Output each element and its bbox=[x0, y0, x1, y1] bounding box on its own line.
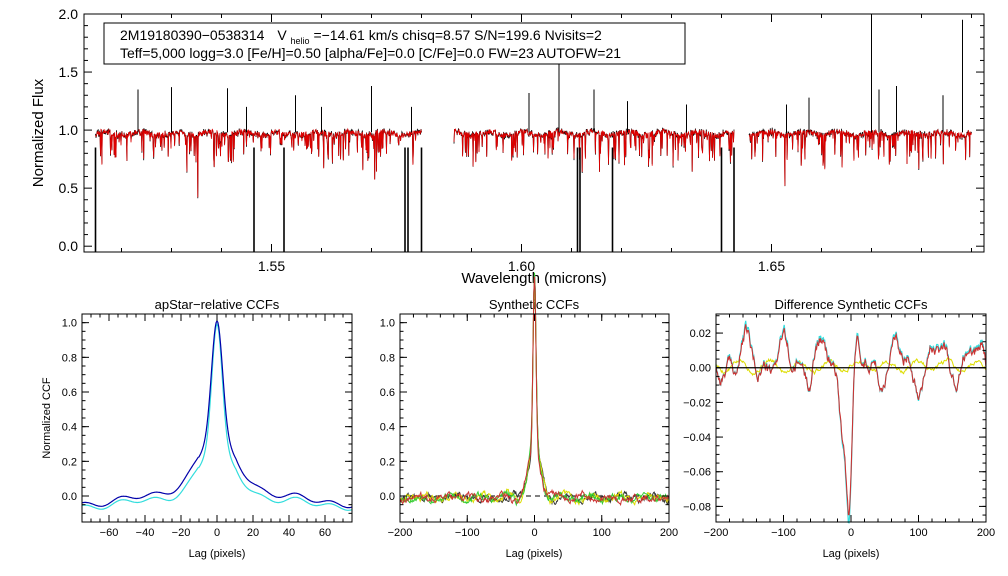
y-tick-label: 1.5 bbox=[59, 64, 79, 80]
info-line-1-values: =−14.61 km/s chisq=8.57 S/N=199.6 Nvisit… bbox=[313, 27, 602, 43]
x-tick-label: 1.55 bbox=[258, 258, 285, 274]
y-tick-label: 0.6 bbox=[62, 387, 77, 399]
y-tick-label: 1.0 bbox=[380, 318, 395, 330]
y-tick-label: 0.4 bbox=[380, 422, 395, 434]
info-line-2: Teff=5,000 logg=3.0 [Fe/H]=0.50 [alpha/F… bbox=[120, 45, 621, 61]
y-tick-label: 0.2 bbox=[62, 456, 77, 468]
y-tick-label: 0.4 bbox=[62, 422, 77, 434]
x-tick-label: 40 bbox=[283, 527, 295, 539]
x-tick-label: −100 bbox=[455, 527, 480, 539]
ccf-line-visit-1 bbox=[82, 321, 352, 508]
y-tick-label: −0.06 bbox=[683, 467, 711, 479]
apstar-ccf-plot-area bbox=[82, 321, 352, 511]
star-id: 2M19180390−0538314 bbox=[120, 27, 265, 43]
x-tick-label: 60 bbox=[319, 527, 331, 539]
y-tick-label: 0.8 bbox=[380, 352, 395, 364]
y-tick-label: 2.0 bbox=[59, 6, 79, 22]
x-tick-label: 1.65 bbox=[758, 258, 785, 274]
apstar-ccf-ylabel: Normalized CCF bbox=[41, 377, 53, 459]
x-tick-label: 0 bbox=[848, 527, 854, 539]
x-tick-label: −100 bbox=[771, 527, 796, 539]
synthetic-ccf-tick-labels: −200 −100 0 100 200 0.0 0.2 0.4 0.6 0.8 1.0 bbox=[380, 318, 678, 539]
ccf-diff-line-visit-2 bbox=[716, 321, 986, 523]
x-tick-label: −200 bbox=[388, 527, 413, 539]
x-tick-label: 0 bbox=[214, 527, 220, 539]
spectrum-synthetic-chip-2 bbox=[454, 129, 734, 172]
vhelio-symbol: V bbox=[277, 27, 287, 43]
apstar-ccf-axis-ticks bbox=[82, 314, 352, 522]
x-tick-label: 100 bbox=[909, 527, 927, 539]
x-tick-label: 20 bbox=[247, 527, 259, 539]
synthetic-ccf-panel: Synthetic CCFs −200 −100 0 100 2000.00.20.40… bbox=[380, 273, 678, 560]
x-tick-label: 0 bbox=[531, 527, 537, 539]
x-tick-label: −60 bbox=[100, 527, 119, 539]
apstar-ccf-xlabel: Lag (pixels) bbox=[189, 548, 246, 560]
x-tick-label: 200 bbox=[977, 527, 995, 539]
synthetic-ccf-axis-ticks bbox=[400, 314, 669, 522]
y-tick-label: −0.04 bbox=[683, 432, 711, 444]
difference-ccf-panel: Difference Synthetic CCFs −200 −100 0 100 20… bbox=[683, 297, 995, 560]
spectrum-synthetic-chip-1 bbox=[96, 129, 422, 197]
x-tick-label: −40 bbox=[136, 527, 155, 539]
y-tick-label: 0.0 bbox=[380, 491, 395, 503]
y-tick-label: 0.8 bbox=[62, 352, 77, 364]
x-tick-label: 200 bbox=[660, 527, 678, 539]
spectrum-observed-chip-3 bbox=[749, 128, 972, 186]
y-tick-label: 0.0 bbox=[59, 238, 79, 254]
y-tick-label: −0.02 bbox=[683, 397, 711, 409]
ccf-diff-line-visit-3 bbox=[716, 324, 986, 515]
y-tick-label: 0.02 bbox=[690, 328, 711, 340]
difference-ccf-title: Difference Synthetic CCFs bbox=[775, 297, 928, 312]
x-tick-label: 100 bbox=[593, 527, 611, 539]
y-tick-label: 0.5 bbox=[59, 180, 79, 196]
y-tick-label: 0.0 bbox=[62, 491, 77, 503]
difference-ccf-xlabel: Lag (pixels) bbox=[823, 548, 880, 560]
y-tick-label: 0.00 bbox=[690, 363, 711, 375]
synthetic-ccf-axes-frame bbox=[400, 314, 669, 522]
y-tick-label: 1.0 bbox=[59, 122, 79, 138]
y-tick-label: 0.6 bbox=[380, 387, 395, 399]
apstar-ccf-panel: apStar−relative CCFs −60 −40 −20 0 20 40 60 0.0… bbox=[41, 297, 352, 560]
x-tick-label: −20 bbox=[172, 527, 191, 539]
x-tick-label: −200 bbox=[704, 527, 729, 539]
spectrum-ylabel: Normalized Flux bbox=[30, 78, 47, 187]
ccf-line-visit-1 bbox=[400, 279, 669, 504]
synthetic-ccf-xlabel: Lag (pixels) bbox=[506, 548, 563, 560]
difference-ccf-plot-area bbox=[716, 321, 986, 523]
apstar-ccf-title: apStar−relative CCFs bbox=[155, 297, 280, 312]
y-tick-label: −0.08 bbox=[683, 501, 711, 513]
ccf-line-visit-2 bbox=[82, 324, 352, 510]
y-tick-label: 1.0 bbox=[62, 318, 77, 330]
figure: 1.55 1.60 1.650.00.51.01.52.0 Wavelength (… bbox=[0, 0, 1008, 576]
apstar-ccf-axes-frame bbox=[82, 314, 352, 522]
y-tick-label: 0.2 bbox=[380, 456, 395, 468]
spectrum-synthetic-chip-3 bbox=[749, 129, 972, 185]
spectrum-panel: 1.55 1.60 1.650.00.51.01.52.0 Wavelength (… bbox=[30, 6, 984, 287]
